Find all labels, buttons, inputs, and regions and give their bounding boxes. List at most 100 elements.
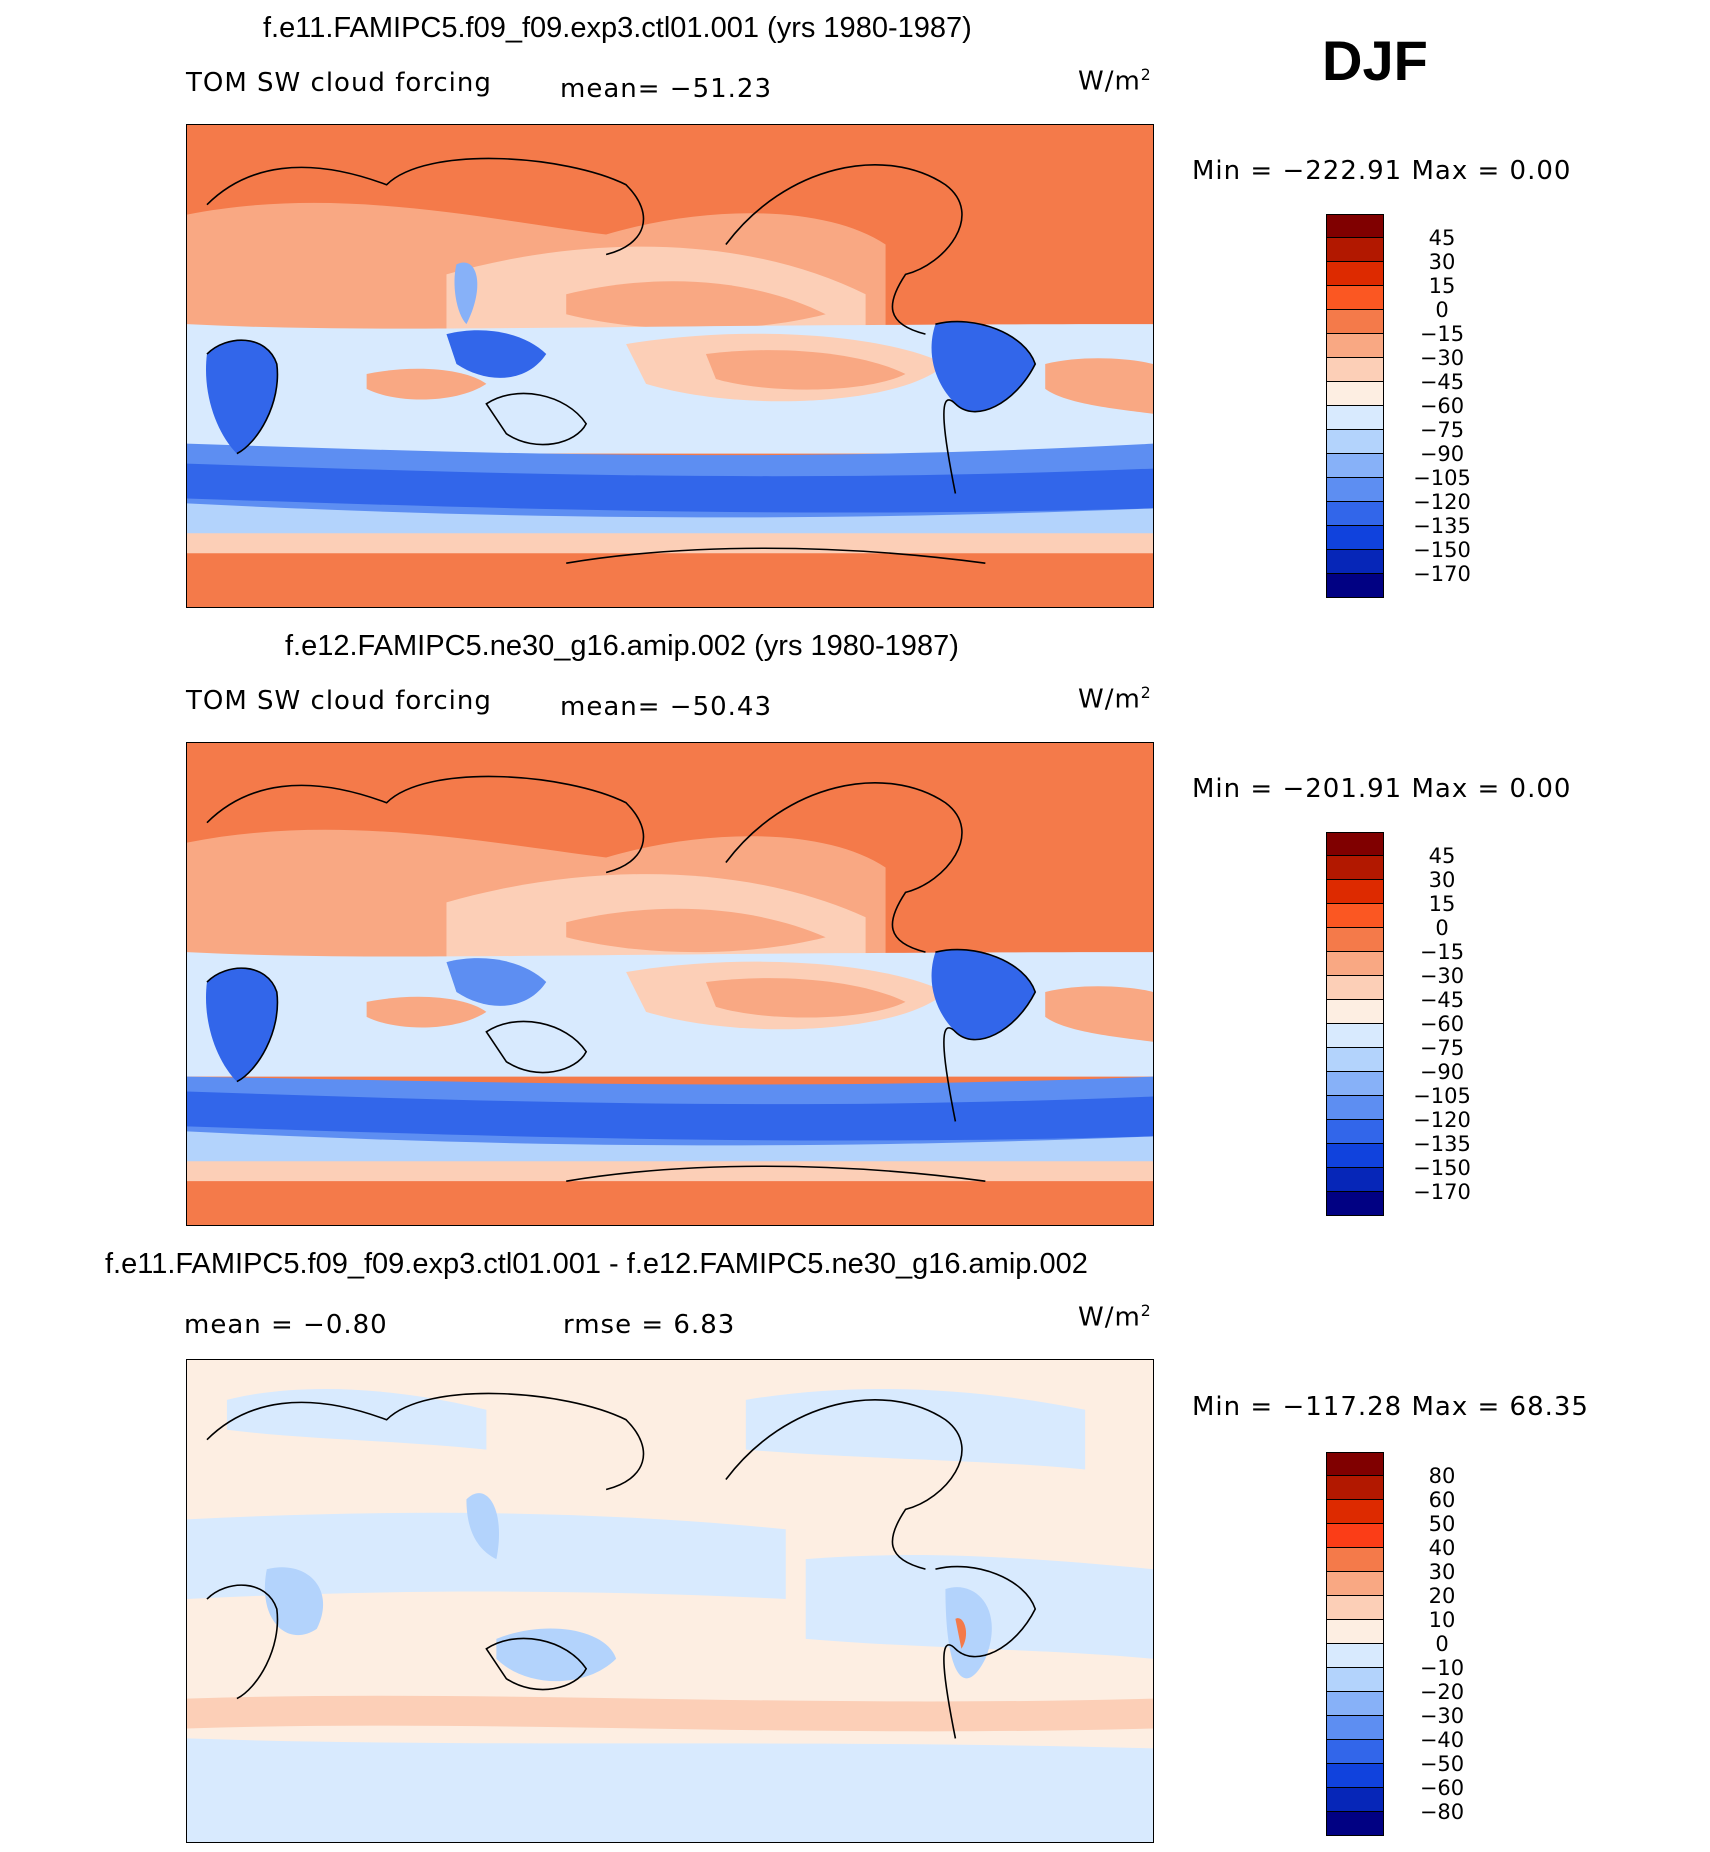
colorbar-swatch (1326, 238, 1384, 262)
colorbar-swatch (1326, 382, 1384, 406)
colorbar-tick-label: −60 (1419, 1776, 1465, 1800)
colorbar-swatch (1326, 454, 1384, 478)
colorbar-swatch (1326, 406, 1384, 430)
colorbar-tick-label: −150 (1413, 538, 1471, 562)
panel-3-mean: mean = −0.80 (184, 1310, 388, 1340)
colorbar-tick-label: 50 (1428, 1512, 1456, 1536)
panel-2-variable: TOM SW cloud forcing (186, 686, 492, 716)
colorbar-tick-label: −15 (1419, 940, 1465, 964)
colorbar-swatch (1326, 1812, 1384, 1836)
colorbar-swatch (1326, 1072, 1384, 1096)
colorbar-swatch (1326, 358, 1384, 382)
colorbar-swatch (1326, 286, 1384, 310)
colorbar-tick-label: −120 (1413, 1108, 1471, 1132)
colorbar-tick-label: −170 (1413, 562, 1471, 586)
panel-3-title: f.e11.FAMIPC5.f09_f09.exp3.ctl01.001 - f… (105, 1248, 1088, 1280)
colorbar-swatch (1326, 1000, 1384, 1024)
colorbar-swatch (1326, 574, 1384, 598)
colorbar-tick-label: 45 (1428, 844, 1456, 868)
colorbar-swatch (1326, 1716, 1384, 1740)
colorbar-swatch (1326, 1452, 1384, 1476)
colorbar-tick-label: 30 (1428, 250, 1456, 274)
panel-3-map (186, 1359, 1154, 1843)
colorbar-tick-label: −15 (1419, 322, 1465, 346)
panel-2-mean: mean= −50.43 (560, 692, 773, 722)
colorbar-tick-label: 0 (1435, 298, 1449, 322)
colorbar-tick-label: 45 (1428, 226, 1456, 250)
colorbar-tick-label: 30 (1428, 1560, 1456, 1584)
colorbar-tick-label: 15 (1428, 274, 1456, 298)
colorbar-swatch (1326, 1120, 1384, 1144)
panel-2-map (186, 742, 1154, 1226)
colorbar-swatch (1326, 832, 1384, 856)
colorbar-swatch (1326, 1788, 1384, 1812)
panel-1-minmax: Min = −222.91 Max = 0.00 (1192, 156, 1572, 186)
colorbar-tick-label: −150 (1413, 1156, 1471, 1180)
colorbar-tick-label: 40 (1428, 1536, 1456, 1560)
panel-2-map-svg (187, 743, 1153, 1225)
colorbar-tick-label: 60 (1428, 1488, 1456, 1512)
colorbar-tick-label: −135 (1413, 1132, 1471, 1156)
colorbar-tick-label: 10 (1428, 1608, 1456, 1632)
panel-1-mean: mean= −51.23 (560, 74, 773, 104)
colorbar-tick-label: 0 (1435, 1632, 1449, 1656)
colorbar-tick-label: −75 (1419, 418, 1465, 442)
colorbar-tick-label: −105 (1413, 1084, 1471, 1108)
colorbar-swatch (1326, 1524, 1384, 1548)
panel-1-map-svg (187, 125, 1153, 607)
colorbar-tick-label: 80 (1428, 1464, 1456, 1488)
colorbar-tick-label: −60 (1419, 394, 1465, 418)
panel-2-title: f.e12.FAMIPC5.ne30_g16.amip.002 (yrs 198… (285, 630, 959, 662)
panel-3-rmse: rmse = 6.83 (563, 1310, 736, 1340)
colorbar-swatch (1326, 334, 1384, 358)
colorbar-swatch (1326, 976, 1384, 1000)
colorbar-swatch (1326, 550, 1384, 574)
colorbar-tick-label: −170 (1413, 1180, 1471, 1204)
colorbar-swatch (1326, 262, 1384, 286)
colorbar-tick-label: −20 (1419, 1680, 1465, 1704)
panel-1-variable: TOM SW cloud forcing (186, 68, 492, 98)
colorbar-swatch (1326, 1476, 1384, 1500)
colorbar-swatch (1326, 1620, 1384, 1644)
colorbar-swatch (1326, 1644, 1384, 1668)
colorbar-swatch (1326, 502, 1384, 526)
colorbar-swatch (1326, 1048, 1384, 1072)
colorbar-tick-label: −135 (1413, 514, 1471, 538)
colorbar-swatch (1326, 526, 1384, 550)
colorbar-swatch (1326, 1548, 1384, 1572)
colorbar-swatch (1326, 1144, 1384, 1168)
colorbar-swatch (1326, 478, 1384, 502)
colorbar-tick-label: −30 (1419, 964, 1465, 988)
colorbar-swatch (1326, 1096, 1384, 1120)
colorbar-swatch (1326, 1596, 1384, 1620)
colorbar-tick-label: −45 (1419, 370, 1465, 394)
colorbar-tick-label: −60 (1419, 1012, 1465, 1036)
colorbar-tick-label: 15 (1428, 892, 1456, 916)
colorbar-tick-label: −80 (1419, 1800, 1465, 1824)
panel-1-units: W/m2 (1078, 66, 1152, 97)
colorbar-tick-label: −120 (1413, 490, 1471, 514)
colorbar-swatch (1326, 214, 1384, 238)
panel-1-map (186, 124, 1154, 608)
panel-1-title: f.e11.FAMIPC5.f09_f09.exp3.ctl01.001 (yr… (263, 12, 972, 44)
colorbar-swatch (1326, 928, 1384, 952)
colorbar-tick-label: −40 (1419, 1728, 1465, 1752)
colorbar-tick-label: −90 (1419, 1060, 1465, 1084)
colorbar-swatch (1326, 1740, 1384, 1764)
colorbar-tick-label: −30 (1419, 346, 1465, 370)
colorbar-swatch (1326, 904, 1384, 928)
colorbar-swatch (1326, 1168, 1384, 1192)
colorbar-swatch (1326, 1572, 1384, 1596)
colorbar-tick-label: −75 (1419, 1036, 1465, 1060)
panel-3-map-svg (187, 1360, 1153, 1842)
colorbar-swatch (1326, 856, 1384, 880)
colorbar-swatch (1326, 310, 1384, 334)
colorbar-tick-label: −45 (1419, 988, 1465, 1012)
colorbar-tick-label: 20 (1428, 1584, 1456, 1608)
colorbar-tick-label: −10 (1419, 1656, 1465, 1680)
colorbar-swatch (1326, 1764, 1384, 1788)
colorbar-tick-label: −50 (1419, 1752, 1465, 1776)
colorbar-tick-label: −90 (1419, 442, 1465, 466)
colorbar-swatch (1326, 1692, 1384, 1716)
colorbar-swatch (1326, 1668, 1384, 1692)
